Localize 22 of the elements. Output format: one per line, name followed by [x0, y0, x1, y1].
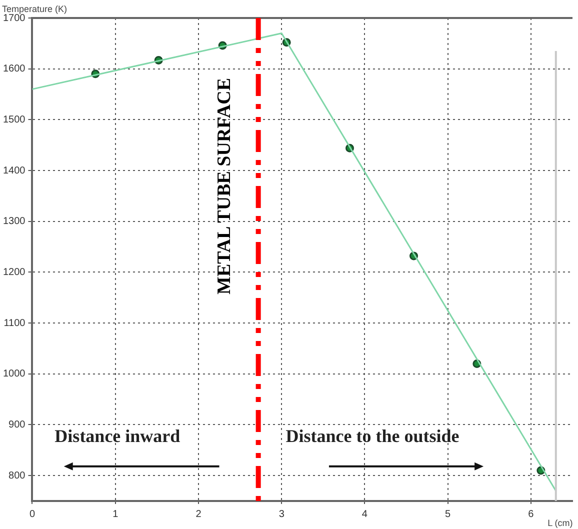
x-tick-label: 0	[29, 508, 36, 520]
annotation: Distance to the outside	[286, 426, 460, 446]
y-tick-label: 1300	[2, 216, 26, 228]
y-tick-label: 1000	[2, 368, 26, 380]
y-tick-label: 1700	[2, 12, 26, 24]
x-tick-label: 2	[196, 508, 202, 520]
x-tick-label: 4	[362, 508, 368, 520]
y-tick-label: 1600	[2, 64, 26, 75]
y-tick-label: 1500	[2, 114, 26, 126]
x-tick-label: 1	[112, 508, 119, 520]
y-tick-label: 1100	[4, 318, 26, 329]
y-tick-label: 1200	[2, 266, 26, 278]
y-tick-label: 900	[8, 419, 26, 430]
y-tick-label: 800	[8, 470, 26, 482]
x-tick-label: 6	[528, 508, 534, 520]
y-tick-label: 1400	[2, 165, 26, 176]
x-tick-label: 5	[445, 508, 452, 520]
ref-line-label: METAL TUBE SURFACE	[214, 78, 236, 294]
x-axis-title: L (cm)	[548, 518, 573, 528]
x-tick-label: 3	[278, 508, 285, 520]
annotation: Distance inward	[54, 426, 180, 446]
y-axis-title: Temperature (K)	[2, 4, 68, 14]
